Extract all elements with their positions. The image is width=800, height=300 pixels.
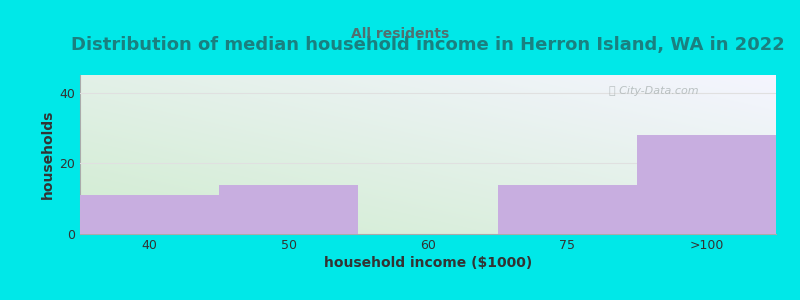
Title: Distribution of median household income in Herron Island, WA in 2022: Distribution of median household income …: [71, 36, 785, 54]
Bar: [219, 184, 358, 234]
X-axis label: household income ($1000): household income ($1000): [324, 256, 532, 270]
Y-axis label: households: households: [41, 110, 55, 199]
Bar: [498, 184, 637, 234]
Bar: [80, 195, 219, 234]
Text: All residents: All residents: [351, 28, 449, 41]
Text: ⓘ City-Data.com: ⓘ City-Data.com: [609, 86, 698, 96]
Bar: [637, 135, 776, 234]
